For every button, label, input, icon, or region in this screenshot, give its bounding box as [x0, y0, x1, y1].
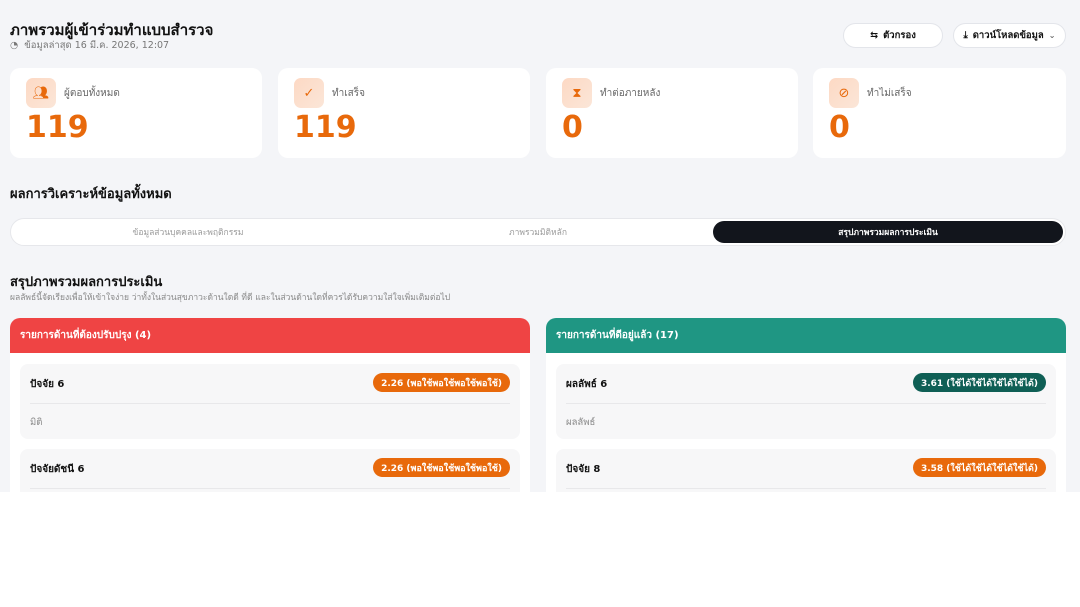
hourglass-icon: ⧗ [562, 78, 592, 108]
tab-personal-behavior[interactable]: ข้อมูลส่วนบุคคลและพฤติกรรม [132, 228, 244, 238]
list-item: ผลลัพธ์ 6 3.61 (ใช้ได้ใช้ได้ใช้ได้ใช้ได้… [556, 364, 1056, 439]
divider [566, 403, 1046, 404]
last-updated-text: ข้อมูลล่าสุด 16 มี.ค. 2026, 12:07 [24, 40, 170, 51]
chevron-down-icon: ⌄ [1048, 31, 1056, 40]
good-panel: รายการด้านที่ดีอยู่แล้ว (17) ผลลัพธ์ 6 3… [546, 318, 1066, 492]
score-badge: 3.58 (ใช้ได้ใช้ได้ใช้ได้ใช้ได้) [912, 458, 1046, 477]
stat-label: ผู้ตอบทั้งหมด [64, 88, 120, 99]
stat-card-completed: ✓ ทำเสร็จ 119 [278, 68, 530, 158]
analysis-title: ผลการวิเคราะห์ข้อมูลทั้งหมด [10, 187, 172, 202]
filter-button[interactable]: ⇆ ตัวกรอง [843, 23, 943, 48]
stat-card-incomplete: ⊘ ทำไม่เสร็จ 0 [813, 68, 1066, 158]
improve-panel: รายการด้านที่ต้องปรับปรุง (4) ปัจจัย 6 2… [10, 318, 530, 492]
improve-panel-header: รายการด้านที่ต้องปรับปรุง (4) [10, 318, 530, 353]
stat-card-later: ⧗ ทำต่อภายหลัง 0 [546, 68, 798, 158]
download-icon: ⤓ [963, 30, 968, 41]
tab-main-dimensions[interactable]: ภาพรวมมิติหลัก [508, 228, 567, 238]
download-button[interactable]: ⤓ ดาวน์โหลดข้อมูล ⌄ [953, 23, 1066, 48]
score-badge: 2.26 (พอใช้พอใช้พอใช้พอใช้) [373, 373, 510, 392]
stat-value: 119 [294, 110, 357, 145]
stat-label: ทำต่อภายหลัง [600, 88, 661, 99]
last-updated: ◔ ข้อมูลล่าสุด 16 มี.ค. 2026, 12:07 [10, 38, 169, 53]
page-title: ภาพรวมผู้เข้าร่วมทำแบบสำรวจ [10, 21, 214, 39]
dashboard-page: ภาพรวมผู้เข้าร่วมทำแบบสำรวจ ◔ ข้อมูลล่าส… [0, 0, 1080, 492]
divider [566, 488, 1046, 489]
score-badge: 3.61 (ใช้ได้ใช้ได้ใช้ได้ใช้ได้) [912, 373, 1046, 392]
list-item: ปัจจัยดัชนี 6 2.26 (พอใช้พอใช้พอใช้พอใช้… [20, 449, 520, 492]
list-item: ปัจจัย 8 3.58 (ใช้ได้ใช้ได้ใช้ได้ใช้ได้) [556, 449, 1056, 492]
stat-value: 0 [829, 110, 850, 145]
stat-label: ทำเสร็จ [332, 88, 365, 99]
summary-description: ผลลัพธ์นี้จัดเรียงเพื่อให้เข้าใจง่าย ว่า… [10, 293, 451, 303]
check-badge-icon: ✓ [294, 78, 324, 108]
good-panel-header: รายการด้านที่ดีอยู่แล้ว (17) [546, 318, 1066, 353]
item-name: ปัจจัย 8 [566, 464, 601, 475]
item-name: ปัจจัยดัชนี 6 [30, 464, 85, 475]
divider [30, 403, 510, 404]
clock-icon: ◔ [10, 40, 19, 51]
ban-icon: ⊘ [829, 78, 859, 108]
item-name: ปัจจัย 6 [30, 379, 65, 390]
sliders-icon: ⇆ [870, 30, 879, 41]
download-label: ดาวน์โหลดข้อมูล [972, 30, 1044, 41]
divider [30, 488, 510, 489]
summary-title: สรุปภาพรวมผลการประเมิน [10, 275, 163, 290]
stat-card-total: 👥︎ ผู้ตอบทั้งหมด 119 [10, 68, 262, 158]
item-category: มิติ [30, 417, 43, 428]
filter-label: ตัวกรอง [883, 30, 916, 41]
tab-summary[interactable]: สรุปภาพรวมผลการประเมิน [713, 221, 1063, 243]
stat-value: 119 [26, 110, 89, 145]
item-name: ผลลัพธ์ 6 [566, 379, 608, 390]
analysis-tabs: ข้อมูลส่วนบุคคลและพฤติกรรม ภาพรวมมิติหลั… [10, 218, 1066, 246]
list-item: ปัจจัย 6 2.26 (พอใช้พอใช้พอใช้พอใช้) มิต… [20, 364, 520, 439]
score-badge: 2.26 (พอใช้พอใช้พอใช้พอใช้) [373, 458, 510, 477]
stat-label: ทำไม่เสร็จ [867, 88, 912, 99]
users-icon: 👥︎ [26, 78, 56, 108]
stat-value: 0 [562, 110, 583, 145]
item-category: ผลลัพธ์ [566, 417, 596, 428]
